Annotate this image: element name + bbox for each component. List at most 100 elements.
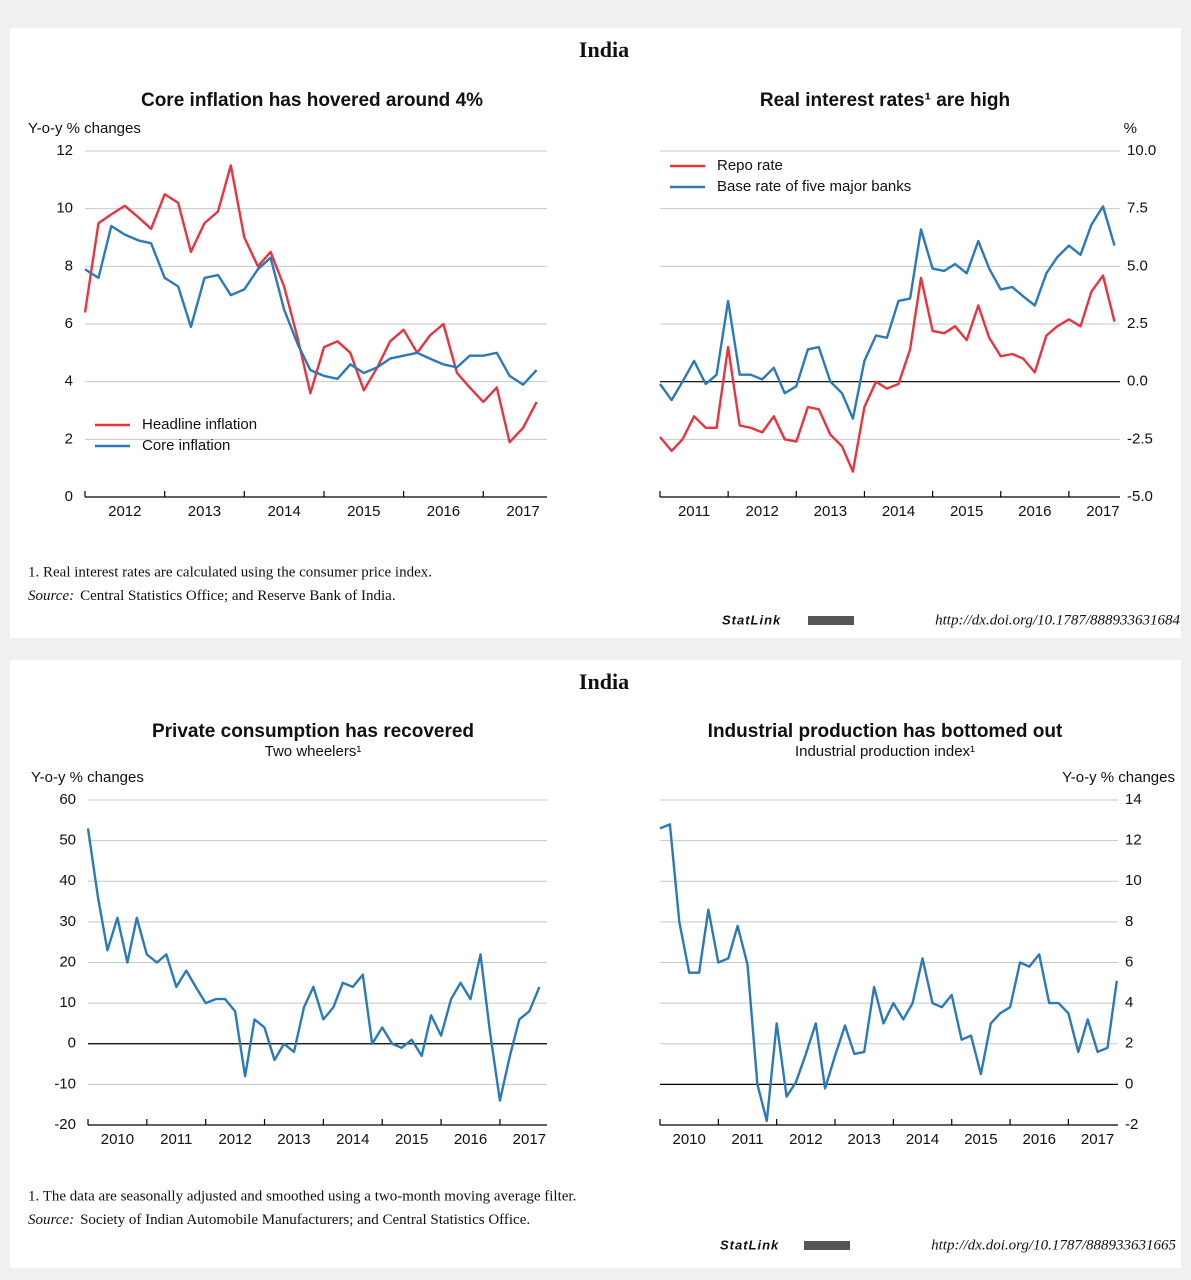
y-tick-label: 10 — [59, 994, 76, 1011]
y-tick-label: 50 — [59, 832, 76, 849]
legend-label: Headline inflation — [142, 416, 257, 433]
y-tick-label: 30 — [59, 913, 76, 930]
y-tick-label: 10 — [1125, 872, 1142, 889]
x-tick-label: 2017 — [1081, 1131, 1114, 1148]
x-tick-label: 2015 — [964, 1131, 997, 1148]
y-tick-label: -2.5 — [1127, 430, 1153, 447]
x-tick-label: 2013 — [188, 503, 221, 520]
x-tick-label: 2013 — [848, 1131, 881, 1148]
y-tick-label: 60 — [59, 791, 76, 808]
y-tick-label: 8 — [65, 257, 73, 274]
x-tick-label: 2015 — [395, 1131, 428, 1148]
chart-title: Real interest rates¹ are high — [760, 90, 1010, 111]
x-tick-label: 2014 — [336, 1131, 369, 1148]
x-tick-label: 2011 — [160, 1131, 192, 1148]
source-label: Source: — [28, 588, 74, 604]
x-tick-label: 2012 — [789, 1131, 822, 1148]
y-axis-label: Y-o-y % changes — [28, 120, 141, 137]
chart-subtitle: Industrial production index¹ — [795, 743, 975, 760]
x-tick-label: 2014 — [906, 1131, 939, 1148]
y-axis-label: Y-o-y % changes — [1062, 769, 1175, 786]
y-tick-label: 0 — [1125, 1075, 1133, 1092]
x-tick-label: 2010 — [101, 1131, 134, 1148]
y-tick-label: 4 — [1125, 994, 1133, 1011]
y-tick-label: 0 — [65, 488, 73, 505]
x-tick-label: 2014 — [267, 503, 300, 520]
panel-title: India — [579, 669, 629, 694]
source-text: Society of Indian Automobile Manufacture… — [80, 1212, 530, 1228]
x-tick-label: 2010 — [672, 1131, 705, 1148]
legend-label: Repo rate — [717, 157, 783, 174]
statlink-icon — [808, 616, 854, 625]
series-line — [659, 274, 1116, 473]
x-tick-label: 2012 — [108, 503, 141, 520]
panel-title: India — [579, 37, 629, 62]
y-tick-label: -5.0 — [1127, 488, 1153, 505]
x-tick-label: 2013 — [814, 503, 847, 520]
x-tick-label: 2016 — [1018, 503, 1051, 520]
source-label: Source: — [28, 1212, 74, 1228]
series-line — [659, 205, 1116, 420]
x-tick-label: 2016 — [1023, 1131, 1056, 1148]
y-tick-label: 0.0 — [1127, 373, 1148, 390]
y-tick-label: 12 — [56, 142, 73, 159]
y-tick-label: 10.0 — [1127, 142, 1156, 159]
x-tick-label: 2017 — [1086, 503, 1119, 520]
x-tick-label: 2012 — [218, 1131, 251, 1148]
x-tick-label: 2012 — [746, 503, 779, 520]
x-tick-label: 2017 — [506, 503, 539, 520]
statlink-url: http://dx.doi.org/10.1787/888933631665 — [931, 1237, 1176, 1253]
x-tick-label: 2015 — [347, 503, 380, 520]
source: Source: Society of Indian Automobile Manu… — [28, 1212, 530, 1228]
series-line — [83, 164, 538, 444]
legend-label: Base rate of five major banks — [717, 178, 911, 195]
y-tick-label: 12 — [1125, 832, 1142, 849]
y-tick-label: 2 — [65, 430, 73, 447]
y-tick-label: 6 — [65, 315, 73, 332]
x-tick-label: 2016 — [454, 1131, 487, 1148]
y-axis-label: Y-o-y % changes — [31, 769, 144, 786]
y-tick-label: -20 — [54, 1116, 76, 1133]
chart-title: Private consumption has recovered — [152, 721, 474, 742]
panel — [10, 28, 1181, 638]
series-line — [84, 224, 538, 386]
y-tick-label: 10 — [56, 200, 73, 217]
y-tick-label: -10 — [54, 1075, 76, 1092]
statlink-icon — [804, 1241, 850, 1250]
x-tick-label: 2016 — [427, 503, 460, 520]
source-text: Central Statistics Office; and Reserve B… — [80, 588, 395, 604]
statlink-url: http://dx.doi.org/10.1787/888933631684 — [935, 612, 1180, 628]
source: Source: Central Statistics Office; and Re… — [28, 588, 396, 604]
statlink: StatLink — [722, 612, 781, 627]
y-tick-label: 40 — [59, 872, 76, 889]
footnote: 1. The data are seasonally adjusted and … — [28, 1188, 576, 1204]
x-tick-label: 2011 — [678, 503, 710, 520]
series-line — [86, 828, 541, 1102]
x-tick-label: 2013 — [277, 1131, 310, 1148]
statlink: StatLink — [720, 1237, 779, 1252]
y-tick-label: 2 — [1125, 1035, 1133, 1052]
chart-title: Industrial production has bottomed out — [708, 721, 1063, 742]
series-line — [659, 823, 1118, 1123]
chart-title: Core inflation has hovered around 4% — [141, 90, 483, 111]
y-tick-label: 0 — [68, 1035, 76, 1052]
footnote: 1. Real interest rates are calculated us… — [28, 564, 432, 580]
y-tick-label: 6 — [1125, 953, 1133, 970]
panel — [10, 660, 1181, 1268]
x-tick-label: 2015 — [950, 503, 983, 520]
x-tick-label: 2011 — [731, 1131, 763, 1148]
x-tick-label: 2014 — [882, 503, 915, 520]
y-tick-label: 5.0 — [1127, 257, 1148, 274]
y-tick-label: -2 — [1125, 1116, 1138, 1133]
y-tick-label: 20 — [59, 953, 76, 970]
y-tick-label: 8 — [1125, 913, 1133, 930]
legend-label: Core inflation — [142, 437, 230, 454]
x-tick-label: 2017 — [513, 1131, 546, 1148]
chart-subtitle: Two wheelers¹ — [265, 743, 362, 760]
y-axis-label: % — [1124, 120, 1137, 137]
y-tick-label: 14 — [1125, 791, 1142, 808]
y-tick-label: 7.5 — [1127, 200, 1148, 217]
y-tick-label: 2.5 — [1127, 315, 1148, 332]
y-tick-label: 4 — [65, 373, 73, 390]
